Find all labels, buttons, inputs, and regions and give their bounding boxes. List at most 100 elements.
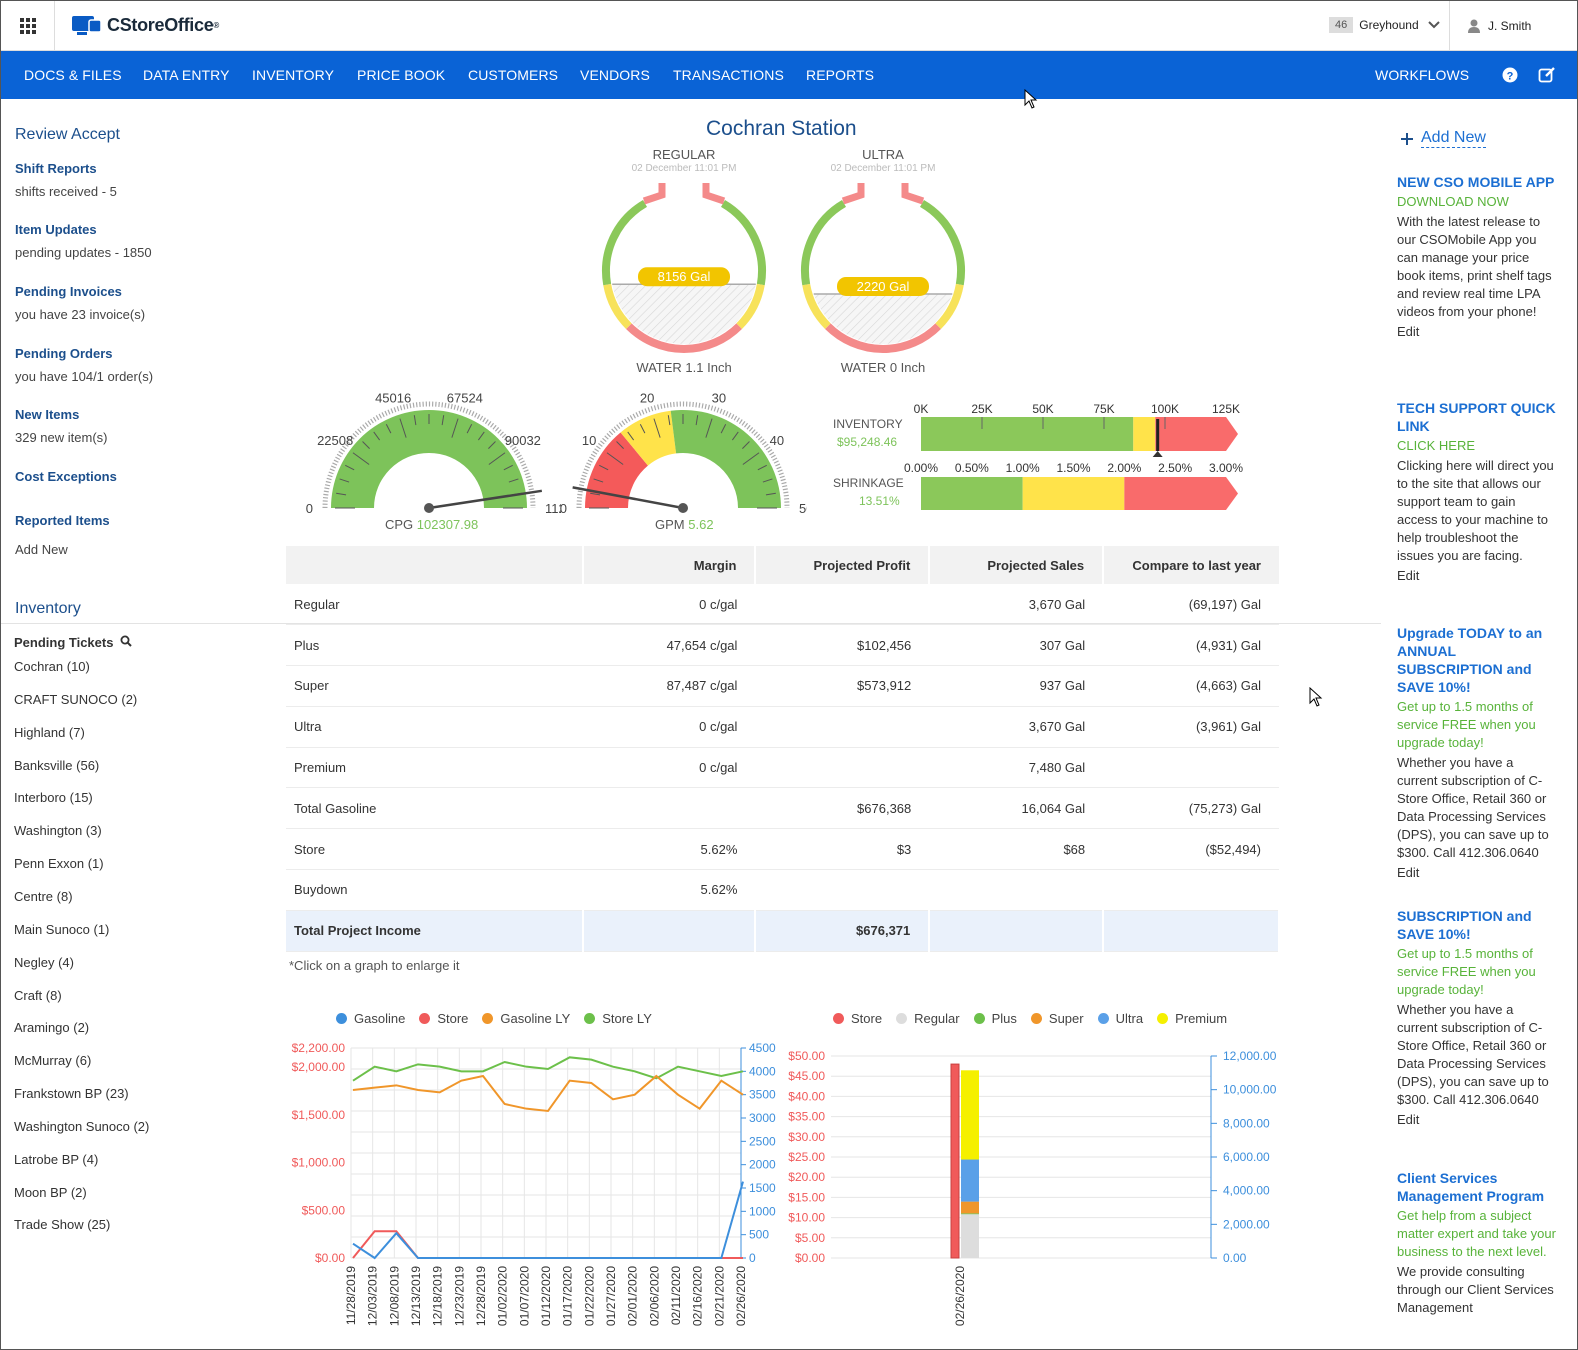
legend-label: Gasoline LY: [500, 1011, 571, 1026]
promo-edit-link[interactable]: Edit: [1397, 1112, 1420, 1127]
y-left-tick: $25.00: [788, 1150, 825, 1164]
reported-items-link[interactable]: Reported Items: [15, 513, 110, 528]
table-cell: [1103, 869, 1279, 911]
fuel-stacked-bar-chart[interactable]: $50.00 $45.00 $40.00 $35.00 $30.00 $25.00 $20.…: [781, 1036, 1281, 1348]
table-row: Regular 0 c/gal 3,670 Gal (69,197) Gal: [286, 584, 1279, 626]
ticket-item[interactable]: Washington (3): [14, 823, 102, 839]
promo-edit-link[interactable]: Edit: [1397, 324, 1420, 339]
promo-title[interactable]: TECH SUPPORT QUICK LINK: [1397, 400, 1556, 434]
pending-tickets-label[interactable]: Pending Tickets: [14, 635, 132, 650]
legend-super[interactable]: Super: [1030, 1011, 1084, 1026]
legend-regular[interactable]: Regular: [896, 1011, 960, 1026]
ticket-item[interactable]: Craft (8): [14, 987, 62, 1003]
promo-title[interactable]: Client Services Management Program: [1397, 1170, 1545, 1204]
nav-data-entry[interactable]: DATA ENTRY: [143, 67, 230, 83]
ticket-item[interactable]: Latrobe BP (4): [14, 1151, 99, 1167]
ticket-item[interactable]: Frankstown BP (23): [14, 1086, 129, 1102]
promo-edit-link[interactable]: Edit: [1397, 865, 1420, 880]
legend-ultra[interactable]: Ultra: [1097, 1011, 1143, 1026]
nav-workflows[interactable]: WORKFLOWS: [1375, 67, 1470, 83]
promo-body: Clicking here will direct you to the sit…: [1397, 458, 1554, 563]
reported-items-add-new[interactable]: Add New: [15, 542, 68, 557]
user-menu[interactable]: J. Smith: [1449, 1, 1531, 51]
pending-orders-link[interactable]: Pending Orders: [15, 346, 113, 361]
legend-store[interactable]: Store: [419, 1011, 468, 1026]
store-selector[interactable]: 46 Greyhound: [1329, 17, 1441, 33]
x-tick-label: 01/17/2020: [561, 1266, 575, 1326]
ticket-item[interactable]: Highland (7): [14, 724, 85, 740]
y-right-tick: 12,000.00: [1223, 1049, 1277, 1063]
shift-reports-text: shifts received - 5: [15, 184, 117, 199]
search-icon[interactable]: [120, 635, 132, 647]
ticket-item[interactable]: Moon BP (2): [14, 1184, 87, 1200]
shift-reports-link[interactable]: Shift Reports: [15, 161, 97, 176]
legend-gasoline[interactable]: Gasoline: [336, 1011, 405, 1026]
ticket-item[interactable]: McMurray (6): [14, 1053, 92, 1069]
add-new-link[interactable]: Add New: [1400, 129, 1486, 148]
apps-grid-icon[interactable]: [1, 1, 55, 51]
gpm-gauge[interactable]: 0 10 20 30 40 50: [557, 386, 807, 516]
gauge-hub: [424, 503, 434, 513]
legend-label: Premium: [1175, 1011, 1228, 1026]
cpg-gauge[interactable]: 0 22508 45016 67524 90032 1125: [301, 386, 561, 516]
legend-dot: [833, 1013, 844, 1024]
nav-inventory[interactable]: INVENTORY: [252, 67, 335, 83]
item-updates-link[interactable]: Item Updates: [15, 222, 97, 237]
table-cell: $676,371: [755, 910, 931, 952]
legend-plus[interactable]: Plus: [973, 1011, 1017, 1026]
bullet-charts[interactable]: 0K 25K 50K 75K 100K 125K 0.00% 0.50% 1.00% 1.50% 2…: [901, 399, 1261, 514]
bar-premium: [961, 1070, 979, 1160]
bullet-tick-label: 0.50%: [955, 461, 989, 475]
tank-gauge-regular[interactable]: 8156 Gal: [599, 179, 769, 359]
ticket-item[interactable]: CRAFT SUNOCO (2): [14, 691, 138, 707]
nav-reports[interactable]: REPORTS: [806, 67, 875, 83]
promo-title[interactable]: Upgrade TODAY to an ANNUAL SUBSCRIPTION …: [1397, 625, 1543, 695]
bullet-tick-label: 0.00%: [904, 461, 938, 475]
ticket-item[interactable]: Trade Show (25): [14, 1217, 111, 1233]
promo-subtitle[interactable]: Get up to 1.5 months of service FREE whe…: [1397, 699, 1536, 750]
pending-invoices-link[interactable]: Pending Invoices: [15, 284, 122, 299]
promo-subtitle[interactable]: DOWNLOAD NOW: [1397, 194, 1509, 209]
nav-price-book[interactable]: PRICE BOOK: [357, 67, 446, 83]
promo-edit-link[interactable]: Edit: [1397, 568, 1420, 583]
new-items-link[interactable]: New Items: [15, 407, 80, 422]
legend-gasoline-ly[interactable]: Gasoline LY: [482, 1011, 570, 1026]
promo-subtitle[interactable]: Get help from a subject matter expert an…: [1397, 1208, 1556, 1259]
legend-store-ly[interactable]: Store LY: [584, 1011, 652, 1026]
edit-icon[interactable]: [1538, 66, 1556, 84]
series-line: [352, 1056, 744, 1082]
cost-exceptions-link[interactable]: Cost Exceptions: [15, 469, 117, 484]
help-icon[interactable]: ?: [1502, 67, 1518, 83]
legend-store[interactable]: Store: [833, 1011, 882, 1026]
nav-transactions[interactable]: TRANSACTIONS: [673, 67, 784, 83]
nav-docs-files[interactable]: DOCS & FILES: [24, 67, 122, 83]
ticket-item[interactable]: Cochran (10): [14, 659, 90, 674]
gauge-tick: [488, 452, 506, 465]
ticket-item[interactable]: Centre (8): [14, 888, 73, 904]
promo-title[interactable]: NEW CSO MOBILE APP: [1397, 174, 1555, 190]
x-tick-label: 12/03/2019: [366, 1266, 380, 1326]
ticket-item[interactable]: Penn Exxon (1): [14, 856, 104, 872]
bar-regular: [961, 1214, 979, 1258]
x-tick-label: 02/06/2020: [647, 1266, 661, 1326]
nav-customers[interactable]: CUSTOMERS: [468, 67, 559, 83]
ticket-item[interactable]: Aramingo (2): [14, 1020, 90, 1036]
tank-volume-label: 8156 Gal: [658, 269, 711, 284]
promo-subtitle[interactable]: Get up to 1.5 months of service FREE whe…: [1397, 946, 1536, 997]
table-cell: 0 c/gal: [582, 747, 756, 789]
promo-subtitle[interactable]: CLICK HERE: [1397, 438, 1476, 453]
sales-line-chart[interactable]: $2,200.00 $2,000.00 $1,500.00 $1,000.00 $500…: [286, 1036, 786, 1348]
table-cell: [582, 910, 757, 952]
nav-vendors[interactable]: VENDORS: [580, 67, 650, 83]
y-left-tick: $20.00: [788, 1170, 825, 1184]
legend-premium[interactable]: Premium: [1157, 1011, 1227, 1026]
ticket-item[interactable]: Main Sunoco (1): [14, 921, 110, 937]
ticket-item[interactable]: Interboro (15): [14, 790, 93, 806]
tank-gauge-ultra[interactable]: 2220 Gal: [798, 179, 968, 359]
table-cell: [929, 869, 1104, 911]
ticket-item[interactable]: Washington Sunoco (2): [14, 1118, 150, 1134]
ticket-item[interactable]: Banksville (56): [14, 757, 100, 773]
promo-title[interactable]: SUBSCRIPTION and SAVE 10%!: [1397, 908, 1532, 942]
ticket-item[interactable]: Negley (4): [14, 954, 74, 970]
logo[interactable]: CStoreOffice ®: [71, 13, 219, 37]
